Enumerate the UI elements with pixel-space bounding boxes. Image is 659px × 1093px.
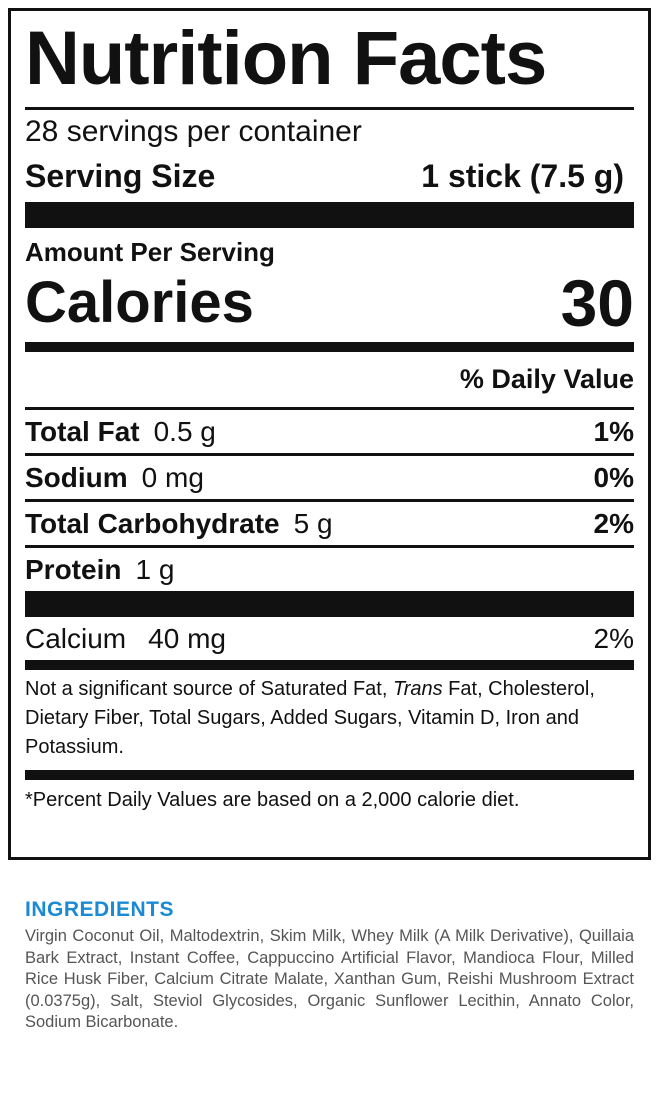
nutrient-amount: 0 mg — [141, 461, 204, 493]
nutrient-row: Total Carbohydrate 5 g 2% — [25, 502, 634, 545]
nutrient-name: Protein — [25, 553, 122, 585]
note-text-italic: Trans — [392, 678, 443, 700]
calories-label: Calories — [25, 270, 254, 335]
divider-medium — [25, 660, 634, 670]
serving-size-value: 1 stick (7.5 g) — [421, 157, 624, 194]
daily-value-header: % Daily Value — [25, 352, 634, 407]
label-title: Nutrition Facts — [25, 16, 547, 101]
divider — [25, 499, 634, 502]
divider — [25, 453, 634, 456]
nutrient-dv: 2% — [593, 507, 634, 539]
serving-size-label: Serving Size — [25, 157, 216, 194]
calories-row: Calories 30 — [25, 264, 634, 342]
daily-value-header-text: % Daily Value — [459, 364, 634, 394]
ingredients-text: Virgin Coconut Oil, Maltodextrin, Skim M… — [25, 927, 634, 1031]
nutrient-dv: 0% — [593, 461, 634, 493]
divider-thick — [25, 591, 634, 617]
servings-per-container: 28 servings per container — [25, 115, 362, 148]
divider-thick — [25, 202, 634, 228]
nutrient-row: Protein 1 g — [25, 548, 634, 591]
footnote: *Percent Daily Values are based on a 2,0… — [25, 789, 520, 811]
nutrient-name: Calcium — [25, 622, 127, 654]
nutrient-amount: 5 g — [293, 507, 333, 539]
ingredients-section: INGREDIENTS Virgin Coconut Oil, Maltodex… — [25, 898, 634, 1034]
nutrient-amount: 40 mg — [148, 622, 226, 654]
nutrition-facts-label: Nutrition Facts 28 servings per containe… — [8, 8, 651, 860]
amount-per-serving: Amount Per Serving — [25, 237, 275, 267]
serving-size-row: Serving Size 1 stick (7.5 g) — [25, 150, 634, 202]
ingredients-heading: INGREDIENTS — [25, 898, 175, 921]
nutrient-row-calcium: Calcium 40 mg 2% — [25, 617, 634, 660]
note-text: Not a significant source of Saturated Fa… — [25, 678, 393, 700]
not-significant-note: Not a significant source of Saturated Fa… — [25, 670, 634, 770]
nutrient-dv: 2% — [593, 622, 634, 654]
nutrient-row: Total Fat 0.5 g 1% — [25, 410, 634, 453]
note-text: Fat, Cholesterol, Dietary Fiber, Total S… — [25, 678, 595, 758]
nutrient-dv: 1% — [593, 415, 634, 447]
calories-value: 30 — [560, 266, 634, 340]
nutrient-amount: 1 g — [135, 553, 175, 585]
divider — [25, 107, 634, 110]
divider — [25, 407, 634, 410]
divider — [25, 545, 634, 548]
nutrient-name: Sodium — [25, 461, 128, 493]
nutrient-name: Total Fat — [25, 415, 140, 447]
nutrient-name: Total Carbohydrate — [25, 507, 280, 539]
divider-medium — [25, 770, 634, 780]
nutrient-amount: 0.5 g — [153, 415, 216, 447]
nutrient-row: Sodium 0 mg 0% — [25, 456, 634, 499]
divider-medium — [25, 342, 634, 352]
